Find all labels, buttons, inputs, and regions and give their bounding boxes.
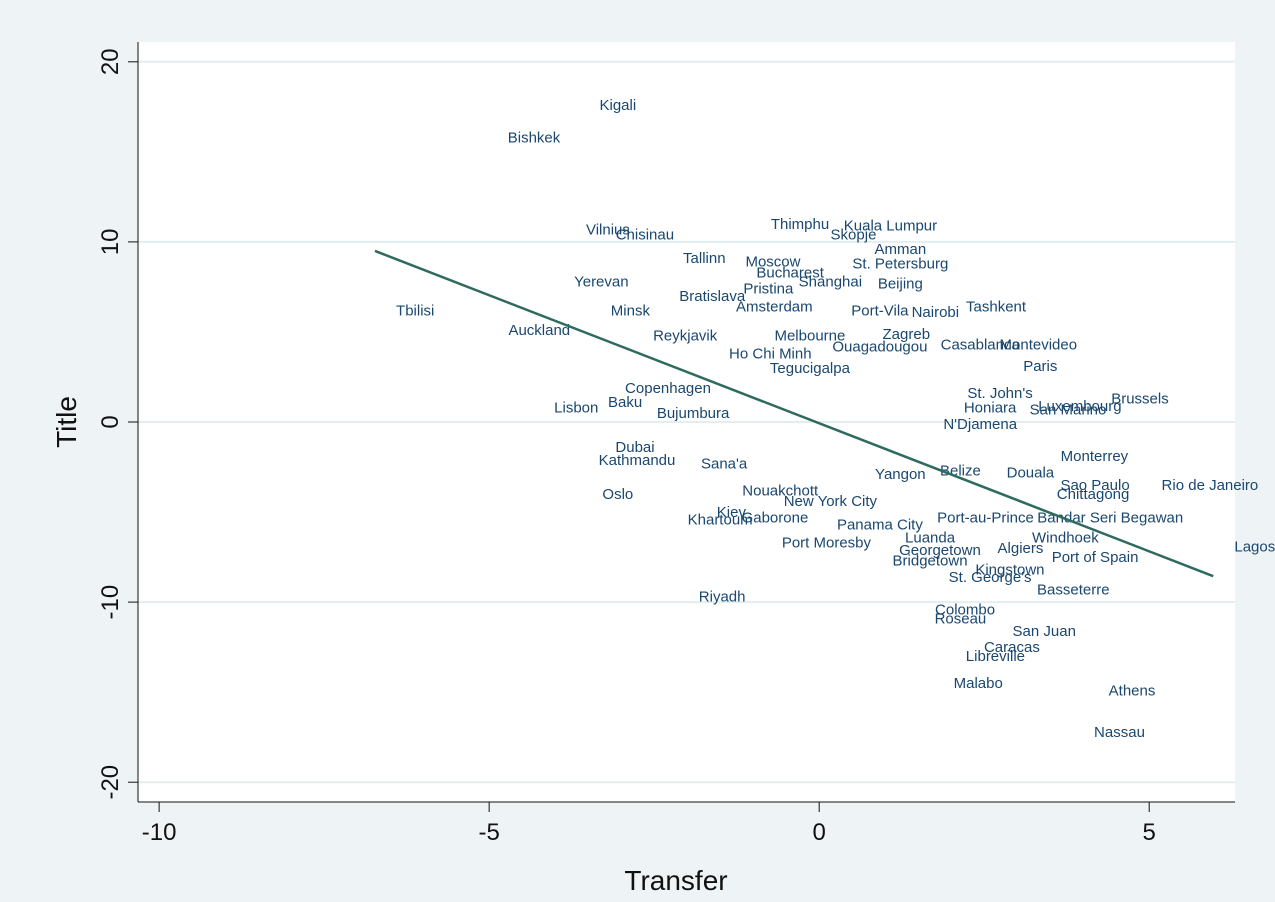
point-label: Moscow xyxy=(745,254,800,271)
x-tick-label: 5 xyxy=(1143,819,1156,846)
y-axis-title: Title xyxy=(51,396,82,448)
point-label: Lisbon xyxy=(554,400,598,417)
point-label: Tbilisi xyxy=(396,302,434,319)
x-tick-label: 0 xyxy=(812,819,825,846)
point-label: Sana'a xyxy=(701,455,748,472)
point-label: Copenhagen xyxy=(625,380,711,397)
y-tick-label: -20 xyxy=(97,765,124,800)
point-label: Oslo xyxy=(602,486,633,503)
x-tick-label: -5 xyxy=(478,819,499,846)
point-label: Sao Paulo xyxy=(1060,477,1129,494)
point-label: Luanda xyxy=(905,529,956,546)
point-label: Reykjavik xyxy=(653,328,718,345)
point-label: Colombo xyxy=(935,601,995,618)
point-label: Vilnius xyxy=(586,221,630,238)
point-label: San Juan xyxy=(1013,623,1076,640)
point-label: Bratislava xyxy=(679,288,746,305)
point-label: Douala xyxy=(1007,464,1055,481)
point-label: Thimphu xyxy=(771,216,829,233)
point-label: Bujumbura xyxy=(657,405,730,422)
y-tick-label: 20 xyxy=(97,48,124,75)
point-label: Bucharest xyxy=(756,265,824,282)
point-label: St. Petersburg xyxy=(852,256,948,273)
point-label: Pristina xyxy=(743,281,794,298)
point-label: Auckland xyxy=(508,322,570,339)
x-tick-label: -10 xyxy=(142,819,177,846)
point-label: Libreville xyxy=(966,648,1025,665)
point-label: Yangon xyxy=(875,466,926,483)
point-label: Baku xyxy=(608,394,642,411)
point-label: Khartoum xyxy=(688,511,753,528)
point-label: Kathmandu xyxy=(599,452,676,469)
point-label: Basseterre xyxy=(1037,581,1110,598)
point-label: Kuala Lumpur xyxy=(844,218,937,235)
point-label: Skopje xyxy=(831,227,877,244)
point-label: Nassau xyxy=(1094,724,1145,741)
point-label: Shanghai xyxy=(799,274,862,291)
point-label: Port-Vila xyxy=(851,302,909,319)
point-label: Athens xyxy=(1109,682,1156,699)
point-label: St. George's xyxy=(949,569,1032,586)
point-label: Monterrey xyxy=(1061,448,1129,465)
fit-line xyxy=(374,249,1214,578)
point-label: Kiev xyxy=(717,504,747,521)
point-label: Nairobi xyxy=(912,304,960,321)
point-label: Amman xyxy=(875,241,927,258)
point-label: Roseau xyxy=(935,610,987,627)
point-label: Gaborone xyxy=(742,509,809,526)
point-label: Beijing xyxy=(878,275,923,292)
point-label: Dubai xyxy=(615,439,654,456)
point-label: Port-au-Prince xyxy=(937,509,1034,526)
point-label: Ouagadougou xyxy=(832,338,927,355)
point-label: Yerevan xyxy=(574,274,629,291)
point-label: Chisinau xyxy=(616,227,674,244)
point-label: Kigali xyxy=(600,97,637,114)
point-label: Paris xyxy=(1023,358,1057,375)
y-tick-label: 0 xyxy=(97,415,124,428)
point-label: Panama City xyxy=(837,517,923,534)
x-axis-title: Transfer xyxy=(624,865,727,896)
point-label: Minsk xyxy=(611,302,651,319)
point-label: Port of Spain xyxy=(1052,549,1139,566)
point-label: San Marino xyxy=(1030,401,1107,418)
point-label: Honiara xyxy=(964,400,1017,417)
y-tick-label: 10 xyxy=(97,229,124,256)
point-label: Chittagong xyxy=(1057,486,1130,503)
point-label: Brussels xyxy=(1111,391,1169,408)
point-label: Windhoek xyxy=(1032,529,1099,546)
point-label: Luxembourg xyxy=(1038,398,1121,415)
point-label: Tallinn xyxy=(683,250,726,267)
point-label: Tegucigalpa xyxy=(770,360,851,377)
point-label: Rio de Janeiro xyxy=(1162,477,1259,494)
point-label: Riyadh xyxy=(699,589,746,606)
point-label: Bridgetown xyxy=(893,553,968,570)
point-label: Bishkek xyxy=(508,129,561,146)
point-label: Kingstown xyxy=(975,562,1044,579)
point-label: Montevideo xyxy=(1000,337,1078,354)
point-label: Bandar Seri Begawan xyxy=(1037,509,1183,526)
y-tick-label: -10 xyxy=(97,585,124,620)
point-label: St. John's xyxy=(967,385,1032,402)
point-label: Amsterdam xyxy=(736,299,813,316)
point-label: N'Djamena xyxy=(943,416,1017,433)
point-label: Melbourne xyxy=(774,328,845,345)
point-label: Algiers xyxy=(998,540,1044,557)
point-label: New York City xyxy=(784,493,878,510)
point-label: Casablanca xyxy=(941,337,1021,354)
point-label: Georgetown xyxy=(899,542,981,559)
point-label: Nouakchott xyxy=(742,482,819,499)
point-label: Zagreb xyxy=(883,326,931,343)
point-label: Port Moresby xyxy=(782,535,872,552)
point-label: Ho Chi Minh xyxy=(729,346,812,363)
point-label: Malabo xyxy=(954,675,1003,692)
point-label: Lagos xyxy=(1234,538,1275,555)
point-label: Caracas xyxy=(984,639,1040,656)
point-label: Tashkent xyxy=(966,299,1027,316)
